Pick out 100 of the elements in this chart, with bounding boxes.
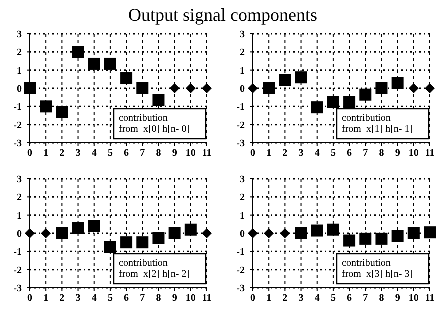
point: [40, 100, 52, 113]
point: [24, 82, 36, 94]
x-tick-label: 5: [108, 148, 113, 159]
x-tick-label: 8: [156, 293, 162, 304]
point: [41, 228, 52, 238]
y-tick-label: 2: [17, 192, 22, 204]
point: [88, 58, 100, 70]
point: [280, 228, 290, 238]
point: [408, 84, 419, 94]
point: [186, 84, 196, 94]
point: [202, 228, 212, 238]
point: [72, 222, 84, 234]
point: [136, 236, 149, 249]
x-tick-label: 11: [425, 293, 435, 304]
x-tick-label: 8: [379, 293, 384, 304]
point: [327, 96, 340, 108]
point: [88, 220, 100, 232]
y-tick-label: 0: [240, 229, 245, 240]
point: [327, 224, 340, 236]
point: [311, 224, 324, 237]
x-tick-label: 10: [408, 293, 419, 304]
annotation: contribution from x[1] h[n- 1]: [342, 113, 414, 135]
point: [376, 232, 388, 245]
point: [56, 228, 68, 240]
x-tick-label: 9: [172, 293, 178, 304]
y-tick-label: -1: [14, 247, 22, 258]
x-tick-label: 2: [60, 293, 65, 304]
y-tick-label: 1: [17, 210, 22, 222]
x-tick-label: 5: [108, 293, 113, 304]
x-tick-label: 9: [395, 148, 400, 159]
point: [170, 84, 180, 94]
x-tick-label: 3: [76, 148, 81, 159]
y-tick-label: -3: [236, 284, 245, 294]
x-tick-label: 6: [347, 293, 352, 304]
x-tick-label: 4: [314, 148, 320, 159]
x-tick-label: 2: [60, 148, 65, 159]
x-tick-label: 0: [250, 293, 256, 304]
x-tick-label: 8: [156, 148, 162, 159]
y-tick-label: -1: [14, 102, 22, 114]
point: [424, 226, 436, 239]
y-tick-label: 2: [240, 192, 245, 204]
x-tick-label: 2: [282, 293, 288, 304]
point: [360, 88, 372, 101]
x-tick-label: 5: [330, 293, 336, 304]
x-tick-label: 11: [425, 148, 435, 159]
x-tick-label: 9: [395, 293, 400, 304]
x-tick-label: 0: [28, 293, 32, 304]
point: [392, 230, 404, 242]
y-tick-label: -2: [14, 120, 22, 132]
point: [295, 72, 308, 84]
y-tick-label: -3: [14, 284, 22, 294]
x-tick-label: 6: [124, 293, 130, 304]
x-tick-label: 3: [298, 293, 304, 304]
x-tick-label: 6: [347, 148, 352, 159]
x-tick-label: 9: [172, 148, 178, 159]
chart-title: Output signal components: [128, 5, 318, 25]
y-tick-label: 3: [17, 30, 22, 40]
x-tick-label: 4: [92, 293, 97, 304]
point: [376, 82, 388, 94]
y-tick-label: 3: [240, 30, 245, 40]
point: [264, 228, 274, 238]
x-tick-label: 2: [282, 148, 288, 159]
point: [248, 84, 258, 94]
x-tick-label: 1: [266, 148, 272, 159]
y-tick-label: 1: [17, 66, 22, 77]
y-tick-label: 0: [17, 84, 22, 95]
point: [120, 236, 133, 249]
x-tick-label: 7: [363, 293, 368, 304]
point: [248, 228, 258, 238]
y-tick-label: -3: [14, 138, 22, 150]
y-tick-label: 2: [240, 48, 245, 59]
point: [136, 82, 149, 94]
point: [425, 84, 435, 94]
point: [408, 228, 420, 240]
x-tick-label: 1: [44, 293, 49, 304]
point: [104, 58, 116, 70]
annotation: contribution from x[2] h[n- 2]: [119, 258, 190, 280]
x-tick-label: 5: [330, 148, 336, 159]
point: [311, 102, 324, 114]
x-tick-label: 7: [140, 148, 146, 159]
y-tick-label: 2: [17, 48, 22, 59]
point: [152, 232, 165, 244]
x-tick-label: 1: [44, 148, 49, 159]
point: [152, 94, 165, 106]
point: [168, 228, 181, 240]
point: [202, 84, 212, 94]
x-tick-label: 6: [124, 148, 130, 159]
y-tick-label: -2: [236, 265, 245, 276]
y-tick-label: -3: [236, 138, 245, 150]
y-tick-label: -1: [236, 247, 245, 258]
x-tick-label: 7: [363, 148, 368, 159]
x-tick-label: 10: [186, 148, 196, 159]
point: [56, 106, 68, 118]
point: [72, 46, 84, 58]
y-tick-label: 0: [17, 229, 22, 240]
x-tick-label: 3: [76, 293, 81, 304]
point: [120, 72, 133, 85]
point: [344, 234, 356, 247]
annotation: contribution from x[0] h[n- 0]: [119, 113, 190, 135]
y-tick-label: -1: [236, 102, 245, 114]
